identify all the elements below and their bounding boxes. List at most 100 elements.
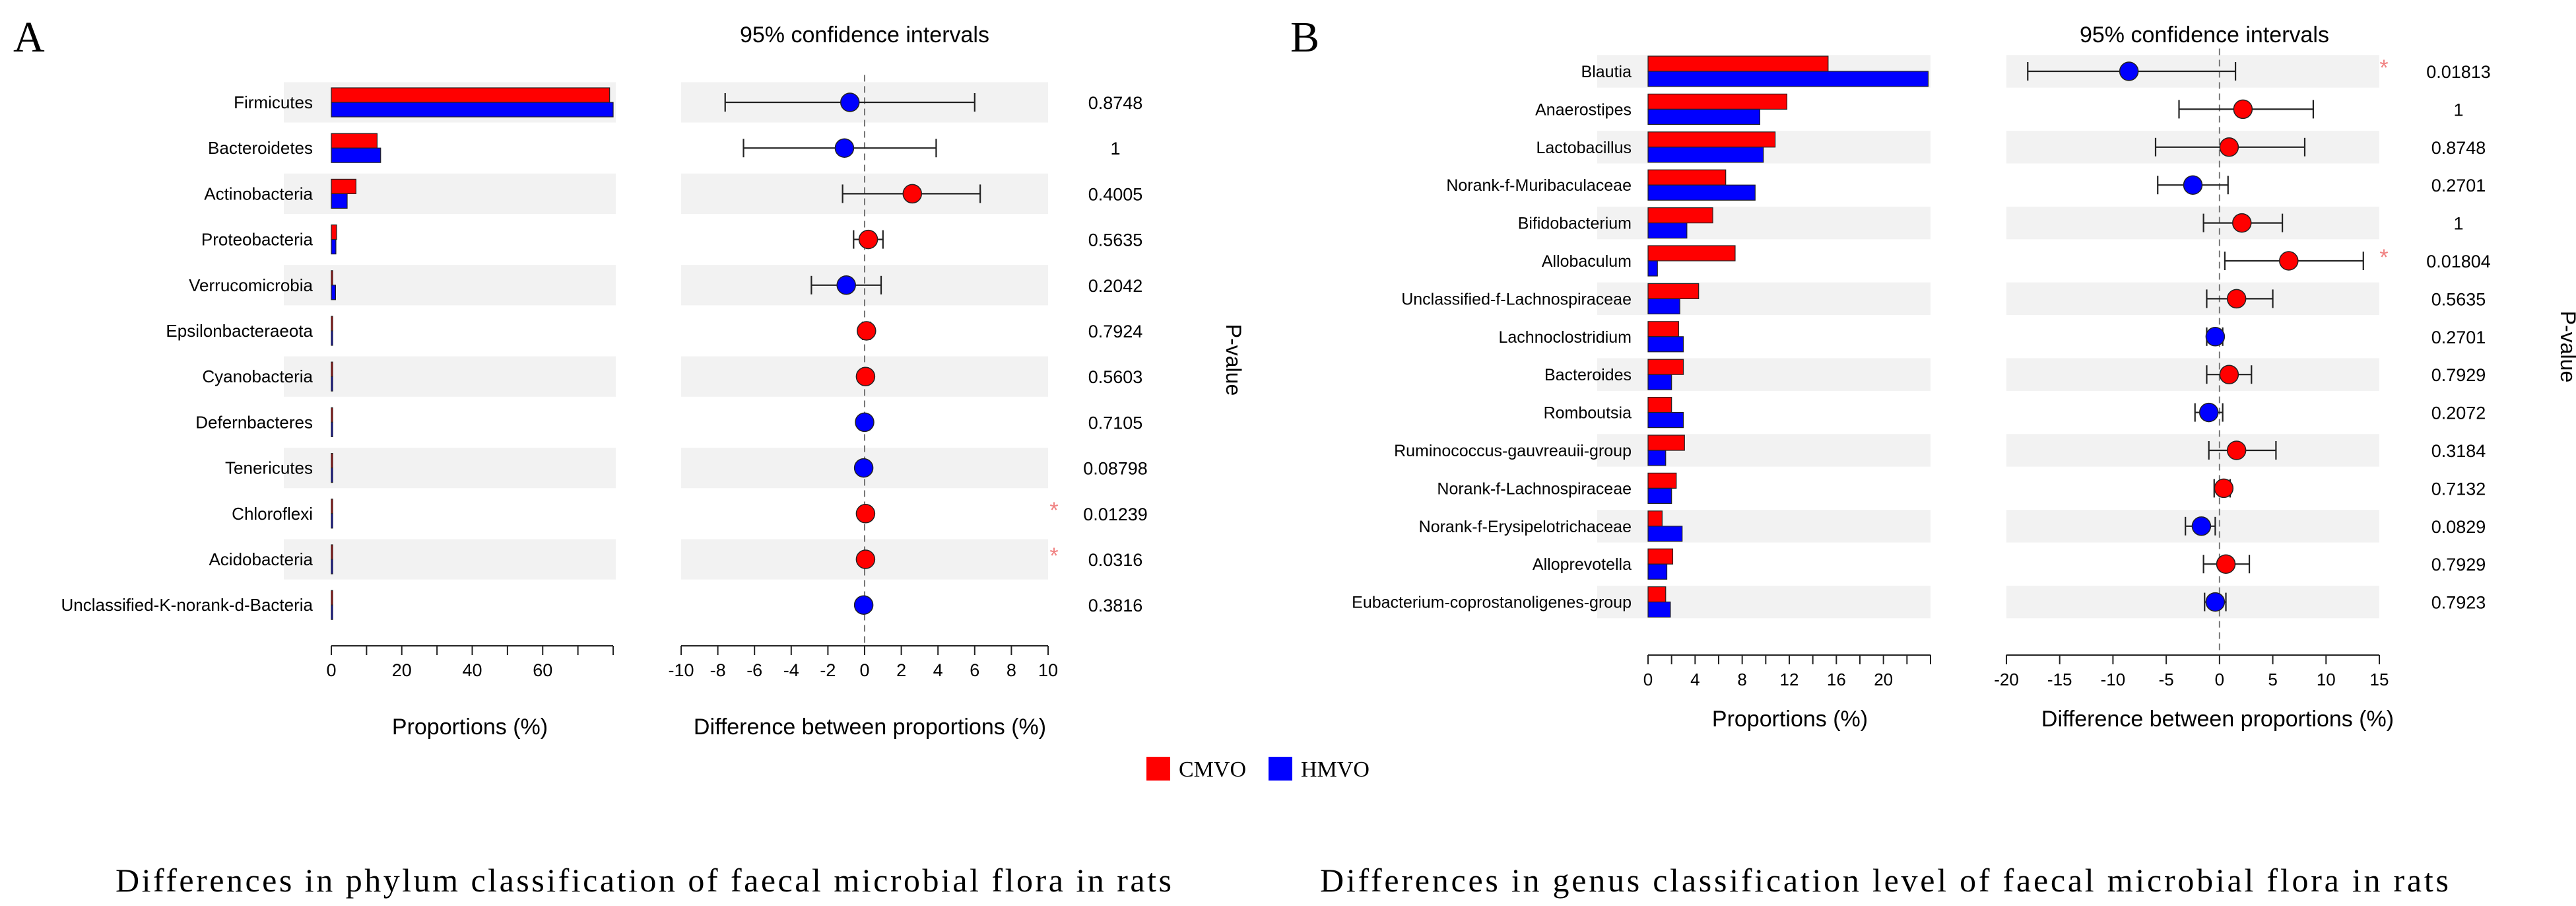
panel-a-bar-hmvo [331, 376, 333, 392]
panel-b-ci-tick-label: 15 [2370, 670, 2389, 689]
panel-b-ci-stripe [2006, 434, 2379, 467]
panel-b-p-value: 0.3184 [2431, 441, 2486, 461]
panel-b-bar-xlabel: Proportions (%) [1712, 707, 1868, 732]
panel-b-ci-stripe [2006, 358, 2379, 391]
panel-b-bar-tick-label: 4 [1690, 670, 1700, 689]
panel-a-category-label: Bacteroidetes [208, 138, 313, 158]
panel-a-ci-point [855, 412, 875, 433]
panel-a-p-value: 0.5603 [1088, 367, 1143, 387]
panel-b-category-label: Bacteroides [1544, 366, 1632, 384]
panel-b-bar-hmvo [1647, 223, 1688, 239]
panel-a-bar-hmvo [331, 513, 333, 529]
legend-label-cmvo: CMVO [1179, 757, 1246, 782]
panel-a-category-label: Verrucomicrobia [189, 275, 313, 295]
panel-b-bar-hmvo [1647, 108, 1761, 125]
panel-b-p-value: 0.01804 [2426, 252, 2491, 271]
panel-b-ci-point [2226, 440, 2247, 460]
panel-b-category-label: Lachnoclostridium [1499, 328, 1632, 347]
panel-b-category-label: Ruminococcus-gauvreauii-group [1394, 442, 1632, 460]
panel-a-p-value: 0.5635 [1088, 230, 1143, 250]
panel-a-bar-tick-label: 0 [326, 660, 336, 680]
panel-b-category-label: Norank-f-Muribaculaceae [1446, 176, 1632, 195]
panel-b-bar-hmvo [1647, 298, 1680, 314]
panel-a-caption: Differences in phylum classification of … [116, 862, 1172, 899]
panel-b-ci-point [2219, 137, 2239, 157]
panel-b-category-label: Norank-f-Erysipelotrichaceae [1419, 518, 1632, 536]
panel-b-bar-cmvo [1647, 510, 1663, 527]
panel-a-p-value: 0.08798 [1083, 459, 1148, 479]
panel-a-bar-cmvo [331, 270, 333, 286]
panel-b-category-label: Allobaculum [1542, 252, 1632, 271]
panel-b-bar-cmvo [1647, 245, 1736, 261]
panel-b-ci-point [2119, 61, 2139, 81]
panel-b-bar-cmvo [1647, 93, 1788, 110]
panel-a-bar-cmvo [331, 452, 333, 469]
panel-a-bar-tick-label: 40 [462, 660, 482, 680]
panel-a-p-value: 0.4005 [1088, 184, 1143, 204]
panel-a-category-label: Tenericutes [225, 458, 313, 478]
panel-b-ci-tick-label: 5 [2268, 670, 2277, 689]
panel-b-bar-cmvo [1647, 55, 1829, 72]
panel-a-bar-cmvo [331, 499, 333, 514]
panel-a-bar-hmvo [331, 147, 381, 163]
panel-b-category-label: Norank-f-Lachnospiraceae [1437, 479, 1632, 498]
panel-a-significance-star: * [1049, 543, 1058, 569]
panel-a-category-label: Unclassified-K-norank-d-Bacteria [61, 595, 314, 615]
panel-b-ci-tick-label: -20 [1994, 670, 2019, 689]
panel-b-diff-xlabel: Difference between proportions (%) [2041, 707, 2394, 732]
panel-b-ci-point [2205, 592, 2226, 612]
panel-b-category-label: Lactobacillus [1536, 139, 1632, 157]
panel-a-ci-tick-label: -10 [668, 660, 694, 680]
panel-a-ci-tick-label: -8 [710, 660, 726, 680]
panel-a-bar-hmvo [331, 604, 333, 620]
panel-b-bar-stripe [1597, 510, 1931, 543]
panel-b-p-value: 0.5635 [2431, 289, 2486, 309]
panel-a-bar-cmvo [331, 133, 378, 149]
panel-a-bar-tick-label: 20 [392, 660, 412, 680]
panel-a-bar-hmvo [331, 239, 337, 255]
panel-b-ci-point [2226, 289, 2247, 309]
panel-b-ci-point [2219, 365, 2239, 384]
panel-b-significance-star: * [2379, 245, 2388, 270]
panel-a-bar-stripe [284, 265, 616, 306]
panel-b-bar-stripe [1597, 282, 1931, 316]
panel-a-p-value: 0.7924 [1088, 322, 1143, 341]
panel-a-p-value: 1 [1110, 139, 1120, 158]
panel-b-bar-tick-label: 16 [1827, 670, 1846, 689]
panel-b-category-label: Bifidobacterium [1518, 215, 1632, 233]
panel-a-diff-xlabel: Difference between proportions (%) [694, 714, 1046, 740]
panel-a-bar-cmvo [331, 316, 333, 331]
panel-b-bar-tick-label: 12 [1780, 670, 1799, 689]
panel-b-ci-title: 95% confidence intervals [2080, 22, 2329, 48]
panel-b-bar-tick-label: 0 [1643, 670, 1653, 689]
panel-b-ci-point [2214, 478, 2234, 499]
panel-a-ci-tick-label: -2 [820, 660, 836, 680]
panel-b-ci-point [2233, 99, 2253, 120]
panel-b-p-value: 0.2701 [2431, 176, 2486, 195]
panel-b-bar-hmvo [1647, 374, 1672, 390]
panel-b-bar-tick-label: 20 [1874, 670, 1893, 689]
panel-a-ci-point [855, 366, 876, 386]
panel-b-p-value: 0.0829 [2431, 517, 2486, 537]
panel-b-ci-point [2191, 516, 2212, 536]
panel-a-ci-title: 95% confidence intervals [740, 22, 989, 48]
legend-swatch-hmvo [1269, 757, 1292, 781]
panel-a-ci-point [834, 138, 855, 158]
panel-a-category-label: Firmicutes [234, 92, 313, 112]
panel-b-bar-cmvo [1647, 359, 1684, 375]
panel-b-bar-cmvo [1647, 207, 1713, 224]
panel-b-bar-cmvo [1647, 435, 1685, 451]
panel-a-bar-stripe [284, 356, 616, 397]
panel-a-bar-hmvo [331, 285, 337, 300]
panel-b-ci-tick-label: 10 [2317, 670, 2336, 689]
panel-a-bar-stripe [284, 539, 616, 580]
panel-a-ci-point [858, 229, 878, 250]
panel-a-ci-tick-label: -6 [746, 660, 762, 680]
panel-b-ci-tick-label: -10 [2101, 670, 2126, 689]
panel-a-ci-point [836, 275, 856, 295]
panel-a-bar-hmvo [331, 421, 333, 438]
panel-a-p-value: 0.3816 [1088, 596, 1143, 615]
panel-a-bar-cmvo [331, 225, 337, 240]
panel-b-category-label: Alloprevotella [1533, 555, 1632, 574]
panel-b-category-label: Eubacterium-coprostanoligenes-group [1352, 594, 1632, 612]
